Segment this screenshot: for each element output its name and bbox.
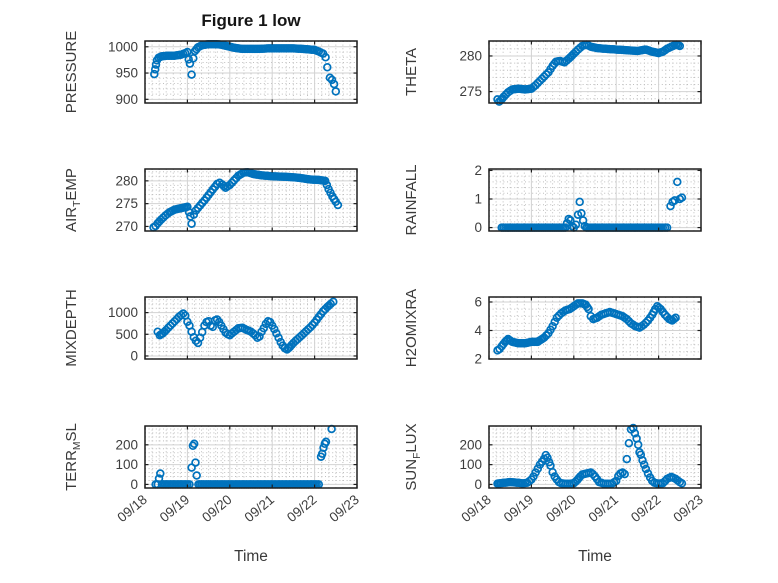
- subplot-pressure: PRESSURE 900 950 1000: [63, 31, 358, 113]
- x-axis-label-right: Time: [578, 548, 612, 565]
- y-tick-label: 4: [474, 323, 482, 338]
- y-tick-label: 1: [474, 192, 482, 207]
- y-tick-label: 280: [459, 48, 482, 63]
- x-tick-label: 09/22: [628, 492, 664, 525]
- y-axis-label-sun-flux: SUNFLUX: [403, 423, 423, 491]
- plot-area-air-temp: 270 275 280: [115, 167, 358, 234]
- y-tick-label: 275: [459, 84, 482, 99]
- x-axis-label-left: Time: [234, 548, 268, 565]
- y-tick-label: 100: [115, 457, 138, 472]
- x-tick-label: 09/19: [157, 492, 193, 525]
- plot-area-rainfall: 0 1 2: [474, 163, 702, 235]
- y-tick-label: 275: [115, 196, 138, 211]
- x-tick-label: 09/18: [458, 492, 494, 525]
- subplot-h2omixra: H2OMIXRA 2 4 6: [403, 289, 702, 367]
- x-tick-label: 09/20: [199, 492, 235, 525]
- plot-area-pressure: 900 950 1000: [108, 39, 358, 107]
- y-axis-label-rainfall: RAINFALL: [403, 164, 420, 236]
- subplot-rainfall: RAINFALL 0 1 2: [403, 163, 702, 235]
- plot-area-theta: 275 280: [459, 40, 702, 106]
- y-tick-label: 0: [130, 477, 138, 492]
- plot-area-mixdepth: 0 500 1000: [108, 296, 358, 363]
- subplot-sun-flux: SUNFLUX 0 100 200 09/18 09/19 09/20 09/21 09/22…: [403, 423, 706, 525]
- y-tick-label: 280: [115, 173, 138, 188]
- y-axis-label-theta: THETA: [403, 47, 420, 97]
- x-tick-label: 09/23: [670, 492, 706, 525]
- y-tick-label: 2: [474, 352, 482, 367]
- y-tick-label: 950: [115, 66, 138, 81]
- x-tick-label: 09/19: [501, 492, 537, 525]
- y-tick-label: 0: [474, 477, 482, 492]
- subplot-theta: THETA 275 280: [403, 40, 702, 106]
- y-axis-label-h2omixra: H2OMIXRA: [403, 288, 420, 368]
- y-tick-label: 6: [474, 294, 482, 309]
- y-tick-label: 200: [115, 437, 138, 452]
- y-tick-label: 0: [130, 348, 138, 363]
- y-tick-label: 270: [115, 219, 138, 234]
- y-tick-label: 100: [459, 457, 482, 472]
- y-tick-label: 1000: [108, 305, 138, 320]
- y-axis-label-terr-msl: TERRMSL: [63, 423, 83, 491]
- x-tick-label: 09/20: [543, 492, 579, 525]
- y-axis-label-pressure: PRESSURE: [63, 30, 80, 114]
- plot-area-terr-msl: 0 100 200 09/18 09/19 09/20 09/21 09/22 09/23: [114, 424, 362, 525]
- y-tick-label: 0: [474, 220, 482, 235]
- y-tick-label: 900: [115, 92, 138, 107]
- x-tick-label: 09/22: [284, 492, 320, 525]
- subplot-mixdepth: MIXDEPTH 0 500 1000: [63, 289, 358, 367]
- y-axis-label-mixdepth: MIXDEPTH: [63, 289, 80, 367]
- y-tick-label: 500: [115, 327, 138, 342]
- x-tick-label: 09/18: [114, 492, 150, 525]
- x-tick-label: 09/23: [326, 492, 362, 525]
- subplot-air-temp: AIRTEMP 270 275 280: [63, 167, 358, 234]
- y-tick-label: 200: [459, 437, 482, 452]
- y-tick-label: 2: [474, 163, 482, 178]
- y-tick-label: 1000: [108, 39, 138, 54]
- y-axis-label-air-temp: AIRTEMP: [63, 168, 83, 232]
- plot-area-sun-flux: 0 100 200 09/18 09/19 09/20 09/21 09/22 09/23: [458, 423, 706, 525]
- figure-title: Figure 1 low: [201, 11, 301, 30]
- plot-area-h2omixra: 2 4 6: [474, 294, 702, 367]
- subplot-terr-msl: TERRMSL 0 100 200 09/18 09/19 09/20 09/21 09/22…: [63, 423, 362, 525]
- x-tick-label: 09/21: [242, 492, 278, 525]
- x-tick-label: 09/21: [586, 492, 622, 525]
